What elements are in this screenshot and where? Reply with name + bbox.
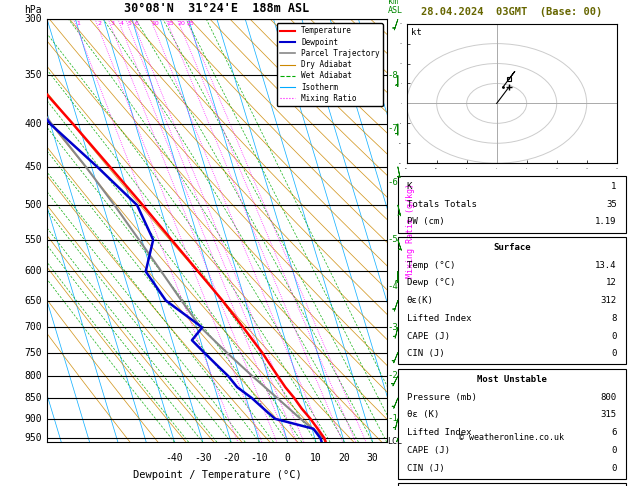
Text: 5: 5 <box>128 21 132 26</box>
Text: PW (cm): PW (cm) <box>407 217 444 226</box>
Text: 950: 950 <box>25 434 42 443</box>
Text: Most Unstable: Most Unstable <box>477 375 547 384</box>
Legend: Temperature, Dewpoint, Parcel Trajectory, Dry Adiabat, Wet Adiabat, Isotherm, Mi: Temperature, Dewpoint, Parcel Trajectory… <box>277 23 383 106</box>
Text: 0: 0 <box>285 453 291 463</box>
Text: 500: 500 <box>25 200 42 210</box>
Text: -4: -4 <box>387 282 398 291</box>
Text: -20: -20 <box>222 453 240 463</box>
Text: 300: 300 <box>25 15 42 24</box>
Text: 6: 6 <box>135 21 138 26</box>
Text: Totals Totals: Totals Totals <box>407 200 477 208</box>
Text: θε(K): θε(K) <box>407 296 433 305</box>
Text: -30: -30 <box>194 453 212 463</box>
Text: -8: -8 <box>387 71 398 80</box>
Text: © weatheronline.co.uk: © weatheronline.co.uk <box>459 433 564 442</box>
Text: -3: -3 <box>387 323 398 332</box>
Text: 10: 10 <box>151 21 159 26</box>
Text: 20: 20 <box>178 21 186 26</box>
Text: 1: 1 <box>76 21 80 26</box>
Text: Lifted Index: Lifted Index <box>407 314 471 323</box>
Text: 25: 25 <box>187 21 194 26</box>
Text: 0: 0 <box>611 331 616 341</box>
Bar <box>398 369 626 479</box>
Text: Dewp (°C): Dewp (°C) <box>407 278 455 287</box>
Text: km
ASL: km ASL <box>387 0 403 15</box>
Text: 28.04.2024  03GMT  (Base: 00): 28.04.2024 03GMT (Base: 00) <box>421 7 603 17</box>
Text: LCL: LCL <box>387 437 403 446</box>
Text: Mixing Ratio (g/kg): Mixing Ratio (g/kg) <box>406 183 415 278</box>
Text: Temp (°C): Temp (°C) <box>407 260 455 270</box>
Bar <box>398 237 626 364</box>
Text: 0: 0 <box>611 464 616 472</box>
Text: 0: 0 <box>611 446 616 455</box>
Bar <box>398 483 626 486</box>
Text: 800: 800 <box>25 371 42 381</box>
Text: 6: 6 <box>611 428 616 437</box>
Text: 315: 315 <box>601 410 616 419</box>
Text: 12: 12 <box>606 278 616 287</box>
Text: -40: -40 <box>165 453 184 463</box>
Text: 700: 700 <box>25 322 42 332</box>
Text: CAPE (J): CAPE (J) <box>407 446 450 455</box>
Text: 30: 30 <box>367 453 379 463</box>
Text: 850: 850 <box>25 393 42 403</box>
Text: -6: -6 <box>387 178 398 187</box>
Text: -2: -2 <box>387 371 398 381</box>
Text: 400: 400 <box>25 119 42 129</box>
Text: Pressure (mb): Pressure (mb) <box>407 393 477 401</box>
Text: Dewpoint / Temperature (°C): Dewpoint / Temperature (°C) <box>133 470 301 480</box>
Text: 350: 350 <box>25 70 42 81</box>
Text: -10: -10 <box>250 453 269 463</box>
Text: 35: 35 <box>606 200 616 208</box>
Text: 550: 550 <box>25 235 42 245</box>
Text: 15: 15 <box>167 21 174 26</box>
Text: 0: 0 <box>611 349 616 358</box>
Text: -1: -1 <box>387 414 398 423</box>
Text: Surface: Surface <box>493 243 530 252</box>
Text: K: K <box>407 182 412 191</box>
Text: Lifted Index: Lifted Index <box>407 428 471 437</box>
Text: 900: 900 <box>25 414 42 424</box>
Text: θε (K): θε (K) <box>407 410 439 419</box>
Text: hPa: hPa <box>25 5 42 15</box>
Text: CAPE (J): CAPE (J) <box>407 331 450 341</box>
Text: 3: 3 <box>111 21 114 26</box>
Text: 1.19: 1.19 <box>595 217 616 226</box>
Text: 800: 800 <box>601 393 616 401</box>
Text: 650: 650 <box>25 295 42 306</box>
Text: CIN (J): CIN (J) <box>407 464 444 472</box>
Text: 1: 1 <box>611 182 616 191</box>
Text: 4: 4 <box>120 21 124 26</box>
Text: 750: 750 <box>25 347 42 358</box>
Text: 450: 450 <box>25 162 42 172</box>
Text: 13.4: 13.4 <box>595 260 616 270</box>
Text: -5: -5 <box>387 235 398 244</box>
Text: 10: 10 <box>310 453 322 463</box>
Text: 20: 20 <box>338 453 350 463</box>
Text: CIN (J): CIN (J) <box>407 349 444 358</box>
Text: 2: 2 <box>97 21 101 26</box>
Text: 600: 600 <box>25 266 42 277</box>
Text: 30°08'N  31°24'E  188m ASL: 30°08'N 31°24'E 188m ASL <box>125 2 309 15</box>
Bar <box>398 176 626 232</box>
Text: -7: -7 <box>387 124 398 133</box>
Text: 312: 312 <box>601 296 616 305</box>
Text: 8: 8 <box>611 314 616 323</box>
